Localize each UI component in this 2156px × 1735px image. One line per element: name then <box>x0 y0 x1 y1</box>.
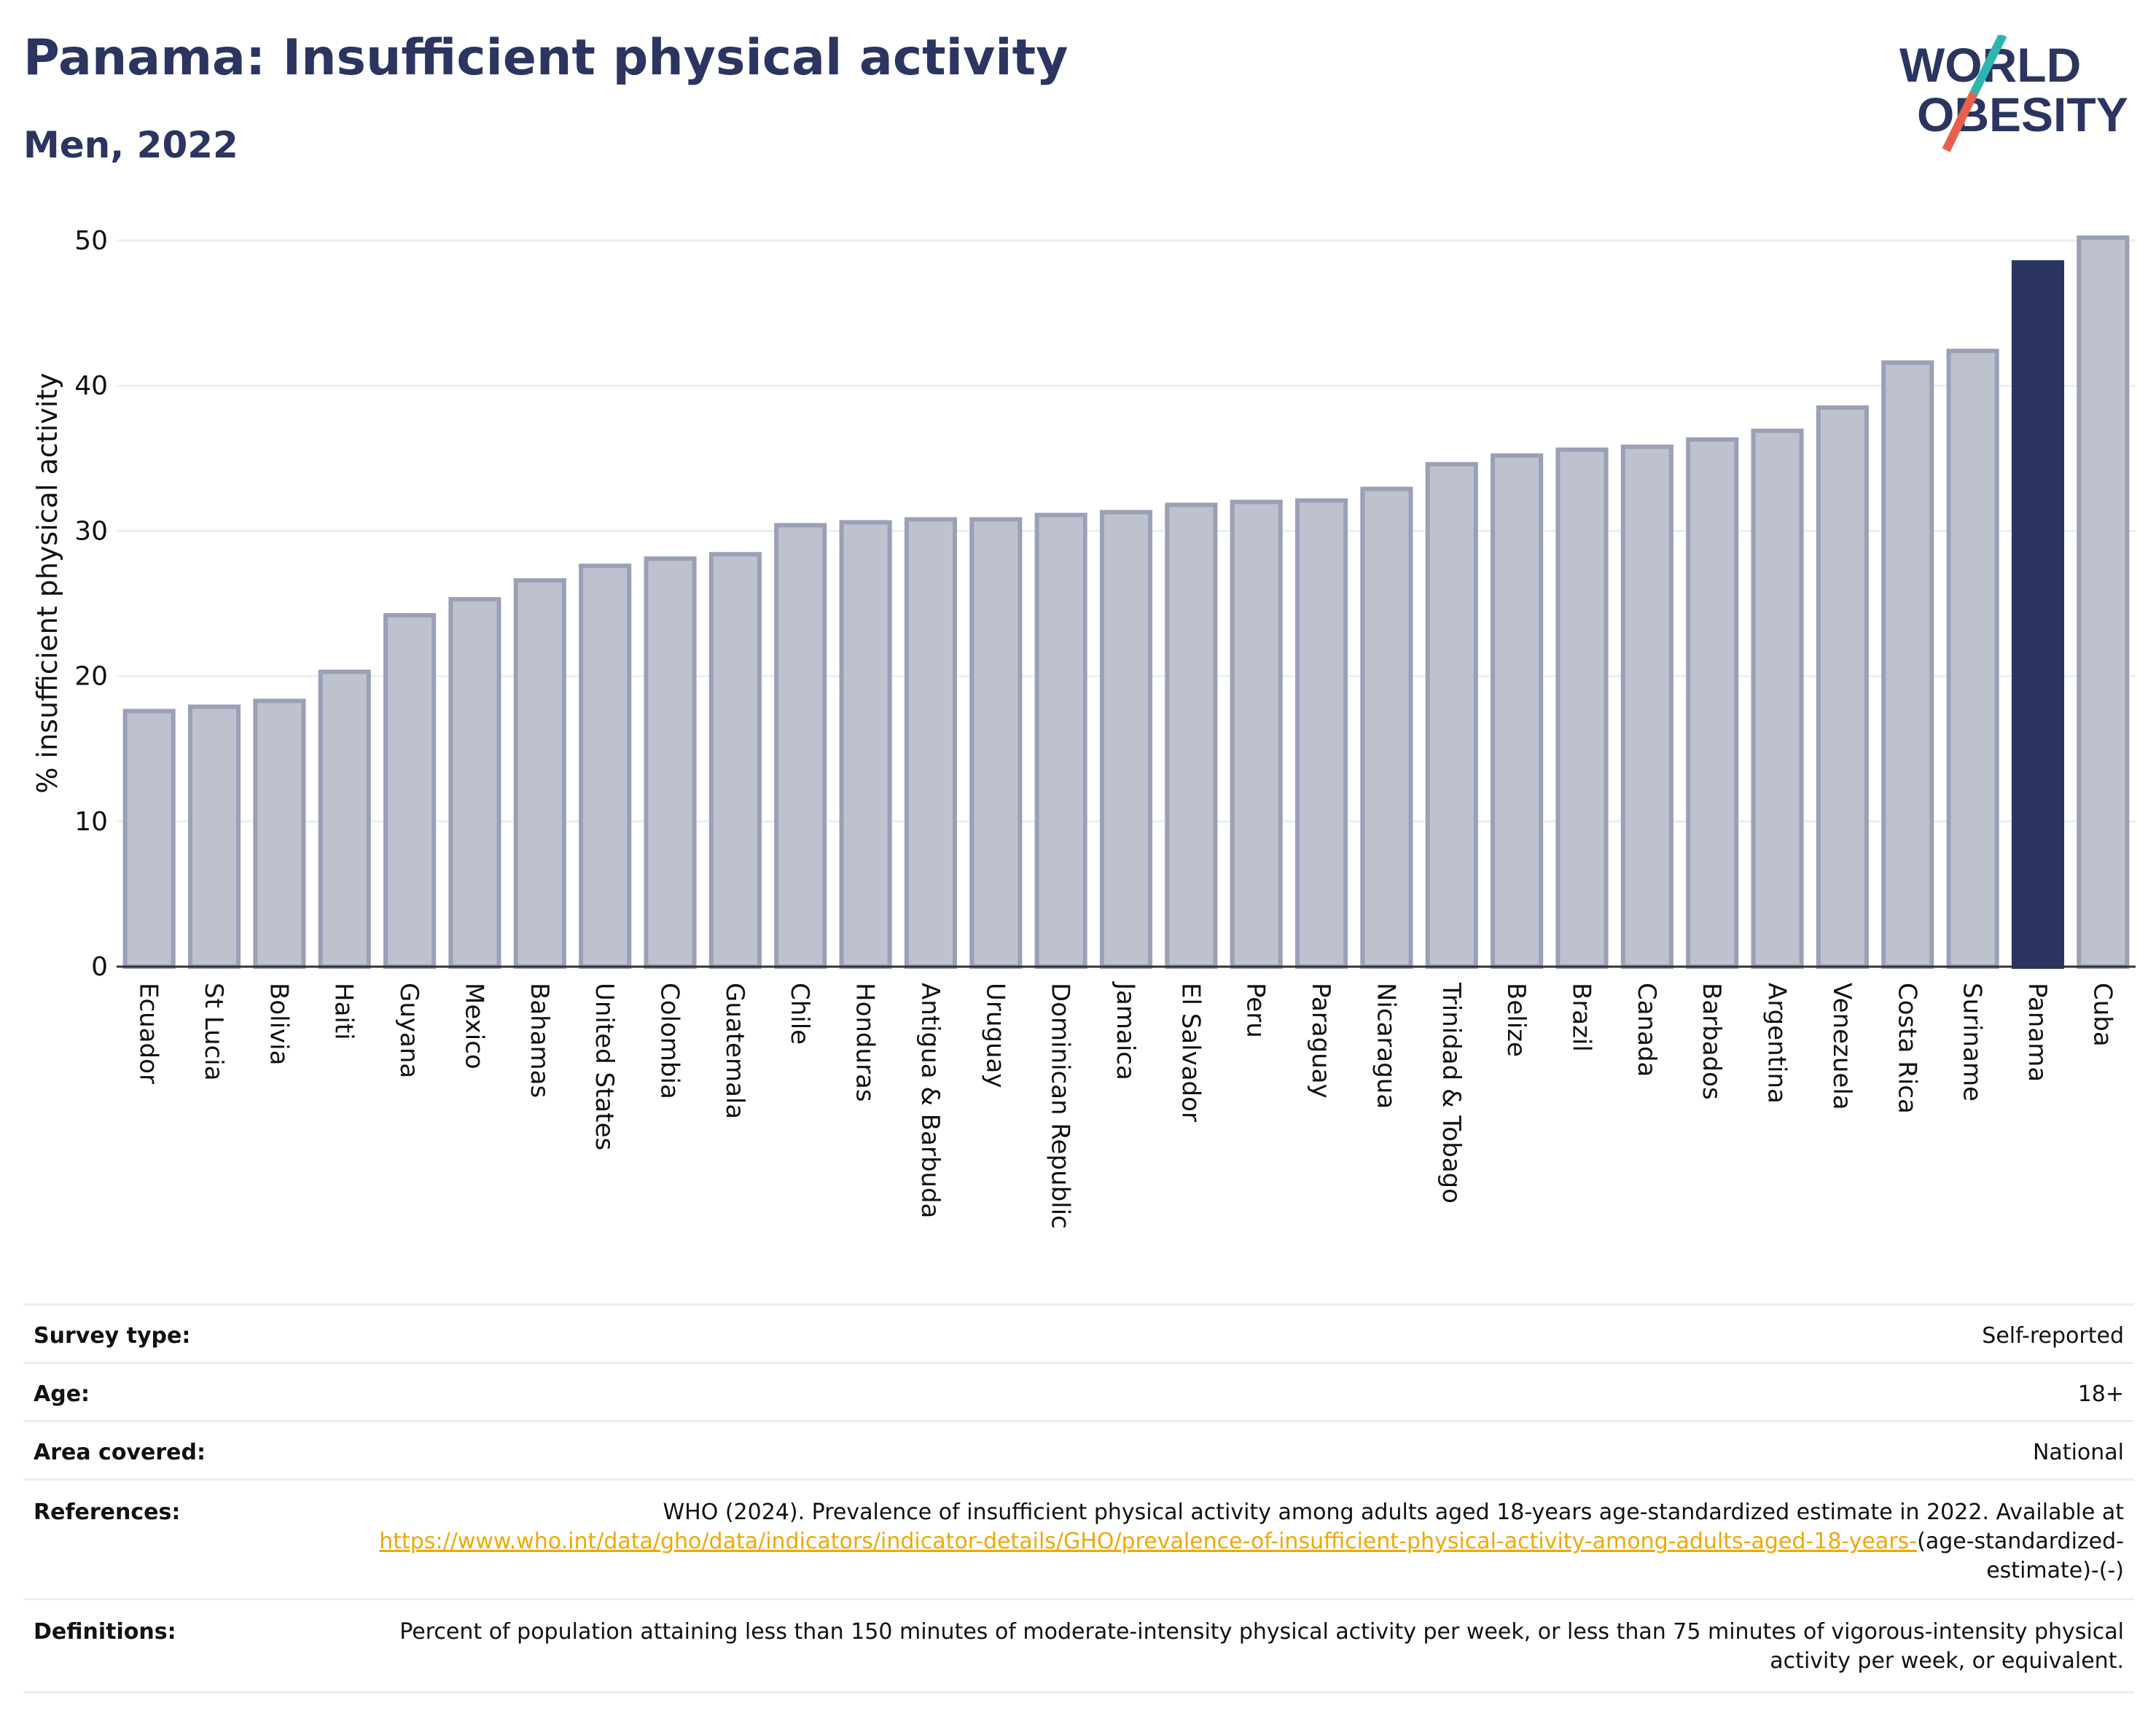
bar-suriname <box>1946 348 1999 969</box>
x-tick-label: El Salvador <box>1176 983 1205 1122</box>
y-axis-ticks: 0 10 20 30 40 50 <box>74 226 108 982</box>
bar-trinidad-tobago <box>1425 461 1478 969</box>
x-tick-label: Costa Rica <box>1892 983 1921 1114</box>
info-row-references: References: WHO (2024). Prevalence of in… <box>23 1478 2134 1599</box>
y-tick-label: 0 <box>91 952 108 982</box>
references-suffix: (age-standardized-estimate)-(-) <box>1917 1529 2124 1583</box>
info-row-survey-type: Survey type: Self-reported <box>23 1303 2134 1363</box>
x-tick-label: Peru <box>1241 983 1270 1038</box>
x-tick-label: St Lucia <box>199 983 228 1081</box>
info-row-age: Age: 18+ <box>23 1362 2134 1422</box>
bar-panama <box>2011 260 2065 969</box>
bar-antigua-barbuda <box>904 517 957 969</box>
bar-brazil <box>1555 447 1609 969</box>
bar-united-states <box>579 564 632 969</box>
bar-st-lucia <box>187 704 241 969</box>
bar-haiti <box>318 669 371 970</box>
bar-venezuela <box>1816 405 1869 969</box>
definitions-label: Definitions: <box>23 1598 329 1693</box>
x-tick-label: Argentina <box>1762 983 1792 1104</box>
x-tick-label: Mexico <box>459 983 488 1069</box>
bar-barbados <box>1686 437 1739 969</box>
bar-nicaragua <box>1360 486 1413 969</box>
x-tick-label: Dominican Republic <box>1046 983 1075 1229</box>
logo-line-2: OBESITY <box>1917 87 2128 141</box>
area-label: Area covered: <box>23 1420 329 1480</box>
bar-mexico <box>448 597 501 969</box>
definitions-value: Percent of population attaining less tha… <box>329 1598 2134 1693</box>
logo-slash-bottom <box>1942 91 1978 152</box>
x-tick-label: Haiti <box>329 983 359 1040</box>
bar-honduras <box>839 520 892 969</box>
x-tick-label: Antigua & Barbuda <box>915 983 945 1218</box>
y-tick-label: 30 <box>74 516 108 546</box>
bar-bolivia <box>253 698 306 969</box>
info-table: Survey type: Self-reported Age: 18+ Area… <box>23 1303 2134 1693</box>
x-tick-label: Paraguay <box>1306 983 1335 1099</box>
bar-guyana <box>383 612 437 969</box>
info-row-area: Area covered: National <box>23 1420 2134 1480</box>
x-tick-label: Trinidad & Tobago <box>1437 982 1466 1204</box>
bar-chile <box>774 523 827 969</box>
x-tick-label: Bolivia <box>264 983 293 1065</box>
chart-title: Panama: Insufficient physical activity <box>23 29 1069 87</box>
bar-chart: 0 10 20 30 40 50 Ecuador St Lucia Bolivia Haiti G… <box>31 226 2136 1229</box>
x-tick-label: Jamaica <box>1111 981 1140 1080</box>
x-tick-label: Honduras <box>851 983 880 1102</box>
logo-slash-top <box>1969 35 2007 95</box>
references-text: WHO (2024). Prevalence of insufficient p… <box>663 1500 2124 1525</box>
bar-cuba <box>2077 235 2130 970</box>
bar-colombia <box>644 556 697 969</box>
references-link[interactable]: https://www.who.int/data/gho/data/indica… <box>379 1529 1918 1554</box>
x-tick-label: United States <box>590 983 619 1150</box>
survey-type-label: Survey type: <box>23 1303 329 1363</box>
bar-peru <box>1230 499 1283 969</box>
x-tick-label: Belize <box>1501 983 1531 1057</box>
x-tick-label: Brazil <box>1566 983 1595 1052</box>
x-tick-label: Venezuela <box>1827 983 1856 1110</box>
x-tick-label: Cuba <box>2087 983 2117 1047</box>
x-tick-label: Nicaragua <box>1371 983 1400 1109</box>
x-tick-label: Colombia <box>655 983 684 1099</box>
bar-costa-rica <box>1881 360 1934 969</box>
bar-jamaica <box>1099 510 1153 969</box>
y-axis-label: % insufficient physical activity <box>31 373 63 793</box>
bar-bahamas <box>513 578 566 969</box>
references-value: WHO (2024). Prevalence of insufficient p… <box>329 1478 2134 1599</box>
bars <box>122 235 2130 970</box>
age-value: 18+ <box>329 1362 2134 1422</box>
x-tick-label: Canada <box>1632 983 1661 1077</box>
bar-dominican-republic <box>1034 512 1087 970</box>
x-tick-label: Ecuador <box>134 983 163 1084</box>
age-label: Age: <box>23 1362 329 1422</box>
bar-canada <box>1620 444 1673 969</box>
references-label: References: <box>23 1478 329 1599</box>
survey-type-value: Self-reported <box>329 1303 2134 1363</box>
bar-guatemala <box>708 552 762 970</box>
x-tick-label: Bahamas <box>525 983 554 1098</box>
info-row-definitions: Definitions: Percent of population attai… <box>23 1598 2134 1693</box>
y-tick-label: 20 <box>74 662 108 692</box>
bar-paraguay <box>1295 498 1348 969</box>
y-tick-label: 10 <box>74 807 108 837</box>
bar-belize <box>1491 453 1544 970</box>
y-tick-label: 50 <box>74 226 108 256</box>
x-tick-label: Guyana <box>394 983 423 1078</box>
bar-uruguay <box>969 517 1023 969</box>
world-obesity-logo: WORLD OBESITY <box>1899 35 2128 152</box>
bar-ecuador <box>122 709 176 970</box>
chart-subtitle: Men, 2022 <box>23 124 238 166</box>
y-tick-label: 40 <box>74 371 108 401</box>
bar-el-salvador <box>1165 502 1218 969</box>
x-tick-label: Chile <box>785 983 814 1045</box>
bar-argentina <box>1751 428 1804 969</box>
x-tick-label: Panama <box>2023 983 2052 1082</box>
x-tick-label: Suriname <box>1958 983 1987 1102</box>
x-tick-label: Guatemala <box>720 983 749 1119</box>
x-axis-ticks: Ecuador St Lucia Bolivia Haiti Guyana Mexico B… <box>134 981 2117 1229</box>
x-tick-label: Barbados <box>1697 983 1726 1100</box>
x-tick-label: Uruguay <box>980 983 1009 1088</box>
area-value: National <box>329 1420 2134 1480</box>
